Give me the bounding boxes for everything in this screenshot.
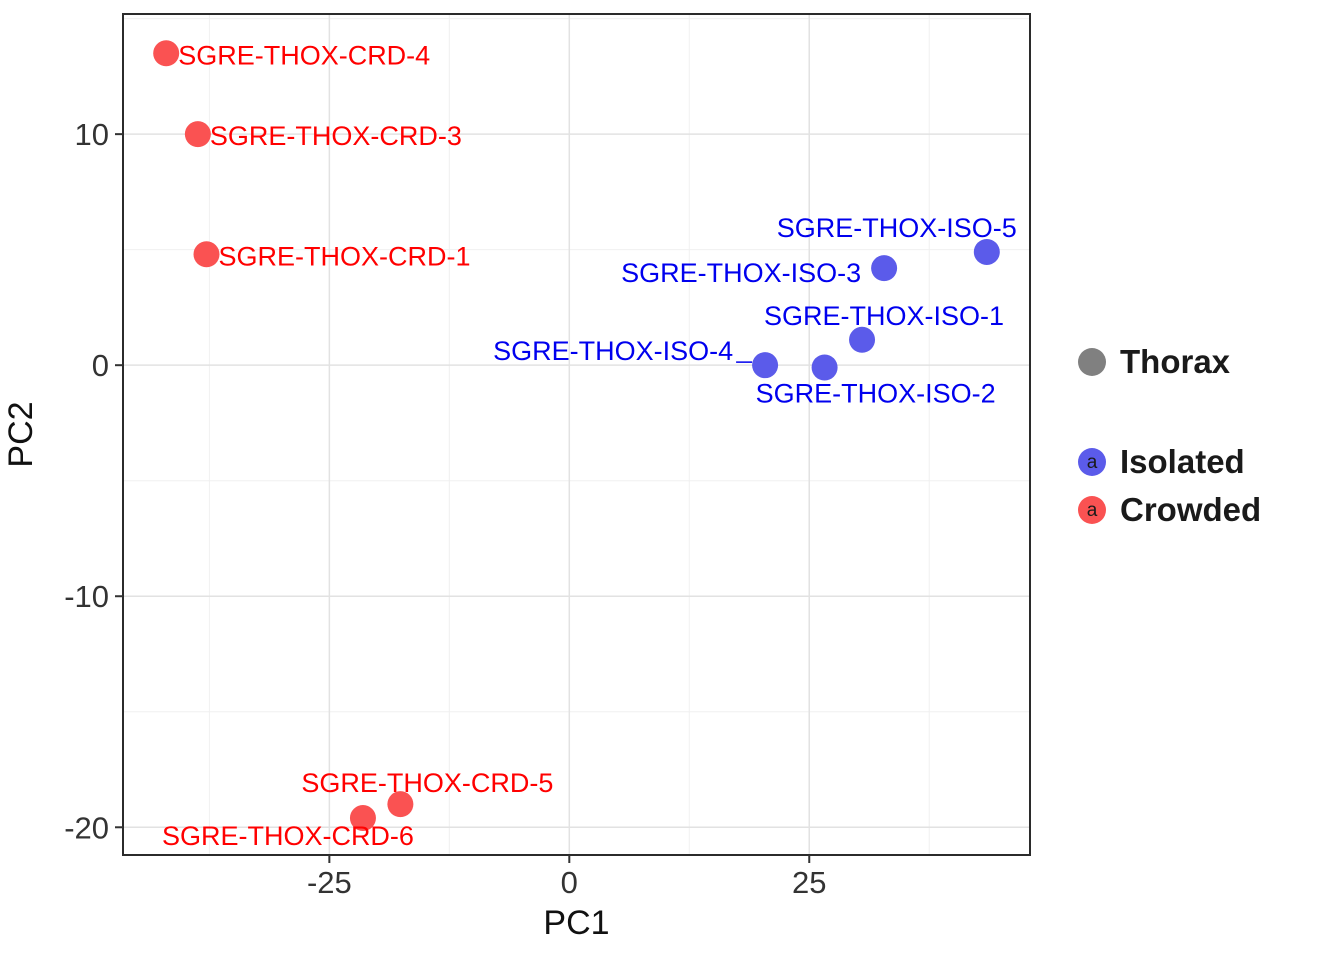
data-point-isolated bbox=[811, 354, 838, 381]
y-tick-label: -20 bbox=[64, 810, 109, 845]
crowded-key-icon: a bbox=[1078, 496, 1106, 524]
point-label: SGRE-THOX-CRD-5 bbox=[301, 768, 553, 798]
x-tick-label: 25 bbox=[792, 865, 826, 900]
data-point-crowded bbox=[184, 121, 211, 148]
thorax-point-icon bbox=[1078, 348, 1106, 376]
legend-key-glyph: a bbox=[1086, 499, 1098, 521]
data-point-crowded bbox=[387, 791, 414, 818]
plot-panel bbox=[123, 14, 1030, 855]
legend-title: Thorax bbox=[1120, 343, 1231, 380]
data-point-crowded bbox=[153, 40, 180, 67]
y-tick-label: -10 bbox=[64, 579, 109, 614]
point-label: SGRE-THOX-CRD-3 bbox=[210, 121, 462, 151]
isolated-key-icon: a bbox=[1078, 448, 1106, 476]
data-point-isolated bbox=[871, 255, 898, 282]
data-point-crowded bbox=[193, 241, 220, 268]
point-label: SGRE-THOX-CRD-4 bbox=[178, 40, 430, 70]
legend-item-isolated: a Isolated bbox=[1078, 442, 1344, 482]
point-label: SGRE-THOX-CRD-6 bbox=[162, 821, 414, 851]
point-label: SGRE-THOX-ISO-3 bbox=[621, 258, 861, 288]
x-tick-label: -25 bbox=[307, 865, 352, 900]
panel-border bbox=[122, 13, 1031, 856]
point-label: SGRE-THOX-CRD-1 bbox=[219, 241, 471, 271]
legend: Thorax a Isolated a Crowded bbox=[1078, 343, 1344, 530]
x-axis-title: PC1 bbox=[543, 904, 609, 942]
y-tick-label: 10 bbox=[75, 117, 109, 152]
point-label: SGRE-THOX-ISO-5 bbox=[777, 213, 1017, 243]
legend-label-crowded: Crowded bbox=[1120, 491, 1262, 528]
legend-label-isolated: Isolated bbox=[1120, 443, 1245, 480]
data-point-isolated bbox=[973, 238, 1000, 265]
point-label: SGRE-THOX-ISO-1 bbox=[764, 301, 1004, 331]
y-axis-title: PC2 bbox=[2, 401, 40, 467]
legend-item-crowded: a Crowded bbox=[1078, 490, 1344, 530]
point-label: SGRE-THOX-ISO-2 bbox=[756, 378, 996, 408]
data-point-isolated bbox=[752, 352, 779, 379]
y-tick-label: 0 bbox=[92, 348, 109, 383]
legend-key-glyph: a bbox=[1086, 451, 1098, 473]
point-label: SGRE-THOX-ISO-4 bbox=[493, 336, 733, 366]
x-tick-label: 0 bbox=[561, 865, 578, 900]
legend-items: a Isolated a Crowded bbox=[1078, 442, 1344, 530]
legend-title-row: Thorax bbox=[1078, 343, 1344, 380]
data-point-crowded bbox=[349, 805, 376, 832]
data-point-isolated bbox=[849, 326, 876, 353]
